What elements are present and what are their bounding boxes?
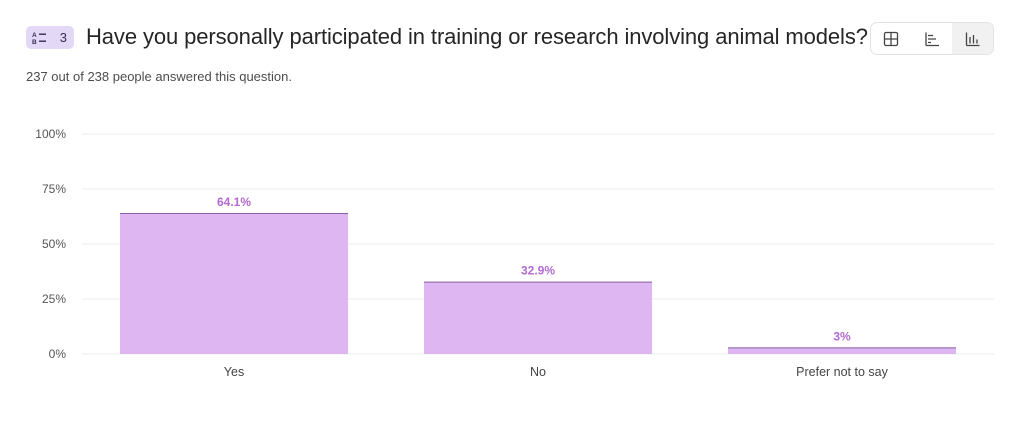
horizontal-bar-chart-icon: [925, 32, 939, 46]
x-tick-label: Yes: [224, 365, 244, 379]
y-tick-label: 75%: [42, 182, 66, 196]
y-tick-label: 25%: [42, 292, 66, 306]
question-number: 3: [59, 30, 67, 45]
y-tick-label: 100%: [35, 127, 66, 141]
view-toggle: [870, 22, 994, 55]
question-title: Have you personally participated in trai…: [86, 24, 868, 49]
y-tick-label: 50%: [42, 237, 66, 251]
bar: [424, 281, 652, 354]
bar: [120, 212, 348, 354]
data-label: 64.1%: [217, 195, 251, 209]
vertical-bar-chart-icon: [965, 32, 980, 46]
vertical-bar-view-button[interactable]: [952, 23, 993, 54]
question-badge: A B 3: [26, 26, 74, 49]
data-label: 32.9%: [521, 264, 555, 278]
data-label: 3%: [833, 329, 851, 343]
table-icon: [884, 31, 899, 46]
answered-count-text: 237 out of 238 people answered this ques…: [26, 69, 292, 84]
bar: [728, 347, 956, 354]
svg-text:A: A: [32, 32, 37, 39]
x-tick-label: No: [530, 365, 546, 379]
multiple-choice-icon: A B: [32, 32, 46, 45]
table-view-button[interactable]: [871, 23, 912, 54]
svg-text:B: B: [32, 39, 37, 45]
horizontal-bar-view-button[interactable]: [912, 23, 953, 54]
y-tick-label: 0%: [49, 347, 67, 361]
x-tick-label: Prefer not to say: [796, 365, 888, 379]
